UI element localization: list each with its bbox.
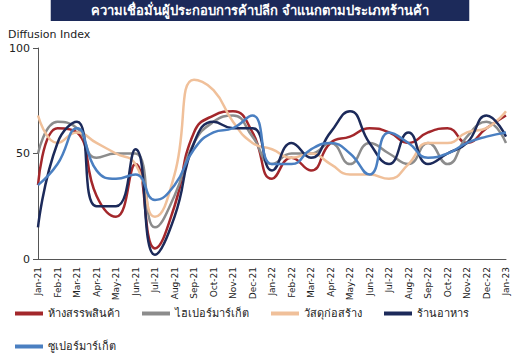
svg-text:Nov-22: Nov-22 <box>462 267 472 299</box>
svg-text:ร้านอาหาร: ร้านอาหาร <box>417 307 469 320</box>
svg-text:Diffusion Index: Diffusion Index <box>8 28 91 41</box>
svg-text:Jan-23: Jan-23 <box>501 267 511 297</box>
svg-text:ซูเปอร์มาร์เก็ต: ซูเปอร์มาร์เก็ต <box>48 339 116 353</box>
svg-text:May-21: May-21 <box>111 267 121 300</box>
svg-text:Aug-22: Aug-22 <box>404 267 414 299</box>
svg-text:Oct-22: Oct-22 <box>443 267 453 297</box>
svg-text:Jan-22: Jan-22 <box>267 267 277 297</box>
svg-text:Oct-21: Oct-21 <box>209 267 219 297</box>
svg-text:Aug-21: Aug-21 <box>170 267 180 299</box>
svg-text:100: 100 <box>9 42 30 55</box>
svg-text:Nov-21: Nov-21 <box>228 267 238 299</box>
svg-text:Apr-21: Apr-21 <box>92 267 102 297</box>
svg-text:Jun-22: Jun-22 <box>365 267 375 297</box>
svg-text:Jun-21: Jun-21 <box>131 267 141 297</box>
svg-text:Sep-21: Sep-21 <box>189 267 199 299</box>
svg-text:Apr-22: Apr-22 <box>326 267 336 297</box>
svg-text:Jul-21: Jul-21 <box>150 267 160 294</box>
svg-text:Jul-22: Jul-22 <box>384 267 394 294</box>
svg-text:50: 50 <box>16 147 30 160</box>
svg-text:Mar-21: Mar-21 <box>72 267 82 298</box>
svg-text:ไฮเปอร์มาร์เก็ต: ไฮเปอร์มาร์เก็ต <box>174 306 249 320</box>
svg-text:Dec-22: Dec-22 <box>482 267 492 299</box>
svg-text:Sep-22: Sep-22 <box>423 267 433 299</box>
svg-text:Mar-22: Mar-22 <box>306 267 316 298</box>
svg-text:ห้างสรรพสินค้า: ห้างสรรพสินค้า <box>48 307 120 320</box>
svg-text:Feb-22: Feb-22 <box>287 267 297 298</box>
svg-text:Jan-21: Jan-21 <box>33 267 43 297</box>
svg-text:วัสดุก่อสร้าง: วัสดุก่อสร้าง <box>304 307 362 320</box>
svg-text:Feb-21: Feb-21 <box>53 267 63 298</box>
svg-text:May-22: May-22 <box>345 267 355 300</box>
svg-text:ความเชื่อมั่นผู้ประกอบการค้าปล: ความเชื่อมั่นผู้ประกอบการค้าปลีก จำแนกตา… <box>91 1 430 19</box>
svg-text:0: 0 <box>23 253 30 266</box>
svg-text:Dec-21: Dec-21 <box>248 267 258 299</box>
